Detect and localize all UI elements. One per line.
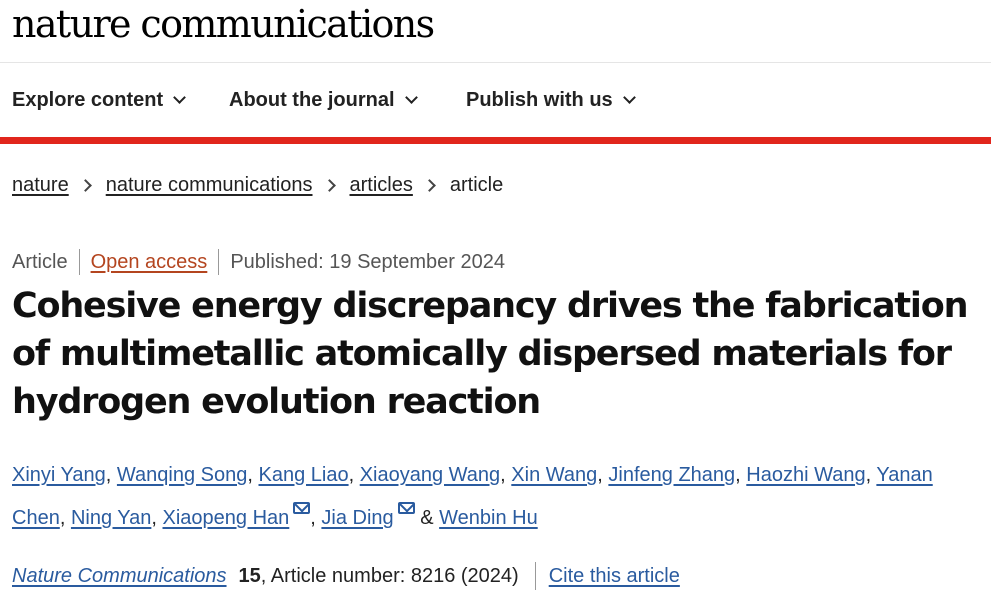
nav-item-label: Publish with us [466, 89, 613, 111]
author-link[interactable]: Xiaopeng Han [162, 507, 290, 529]
volume-number: 15 [238, 564, 261, 587]
author-link[interactable]: Kang Liao [258, 464, 349, 486]
author-link[interactable]: Xin Wang [511, 464, 598, 486]
article-title: Cohesive energy discrepancy drives the f… [12, 286, 968, 422]
author-link[interactable]: Yanan Chen [12, 464, 933, 529]
author-separator: , [59, 507, 71, 529]
mail-icon[interactable] [293, 502, 311, 514]
author-separator: , [735, 464, 747, 486]
chevron-down-icon [173, 91, 187, 104]
breadcrumb-nature[interactable]: nature [12, 174, 69, 196]
citation-line: Nature Communications 15 , Article numbe… [12, 562, 680, 590]
published-date: Published: 19 September 2024 [230, 250, 505, 273]
author-separator: , [105, 464, 117, 486]
mail-icon[interactable] [397, 502, 415, 514]
article-type: Article [12, 250, 68, 273]
chevron-right-icon [322, 179, 336, 192]
journal-link[interactable]: Nature Communications [12, 564, 227, 587]
author-conjunction: & [414, 507, 440, 529]
nav-item-label: Explore content [12, 89, 164, 111]
meta-divider [218, 249, 220, 275]
author-separator: , [310, 507, 322, 529]
nav-item-label: About the journal [229, 89, 395, 111]
author-link[interactable]: Jia Ding [321, 507, 394, 529]
masthead: nature communications [0, 0, 991, 63]
author-link[interactable]: Wanqing Song [116, 464, 248, 486]
accent-bar [0, 137, 991, 144]
author-separator: , [597, 464, 609, 486]
nav-explore-content[interactable]: Explore content [12, 89, 187, 112]
author-link[interactable]: Wenbin Hu [439, 507, 538, 529]
chevron-right-icon [422, 179, 436, 192]
article-meta: Article Open access Published: 19 Septem… [12, 249, 505, 275]
nav-about-journal[interactable]: About the journal [229, 89, 418, 112]
author-separator: , [348, 464, 360, 486]
breadcrumb: nature nature communications articles ar… [12, 174, 503, 197]
author-list: Xinyi Yang, Wanqing Song, Kang Liao, Xia… [12, 454, 982, 540]
author-link[interactable]: Haozhi Wang [746, 464, 866, 486]
journal-logo[interactable]: nature communications [12, 2, 435, 46]
cite-this-article-link[interactable]: Cite this article [548, 564, 680, 587]
breadcrumb-nature-communications[interactable]: nature communications [105, 174, 313, 196]
author-separator: , [247, 464, 259, 486]
chevron-down-icon [404, 91, 418, 104]
main-nav: Explore content About the journal Publis… [0, 63, 991, 137]
article-number: , Article number: 8216 (2024) [260, 564, 519, 587]
author-link[interactable]: Jinfeng Zhang [608, 464, 736, 486]
chevron-right-icon [78, 179, 92, 192]
author-separator: , [151, 507, 163, 529]
author-separator: , [865, 464, 877, 486]
citation-divider [534, 562, 536, 590]
author-link[interactable]: Xinyi Yang [12, 464, 106, 486]
meta-divider [78, 249, 80, 275]
open-access-link[interactable]: Open access [90, 250, 208, 273]
author-link[interactable]: Xiaoyang Wang [359, 464, 501, 486]
nav-publish-with-us[interactable]: Publish with us [466, 89, 636, 112]
breadcrumb-current: article [449, 174, 504, 196]
author-link[interactable]: Ning Yan [70, 507, 152, 529]
chevron-down-icon [622, 91, 636, 104]
author-separator: , [500, 464, 512, 486]
breadcrumb-articles[interactable]: articles [349, 174, 413, 196]
